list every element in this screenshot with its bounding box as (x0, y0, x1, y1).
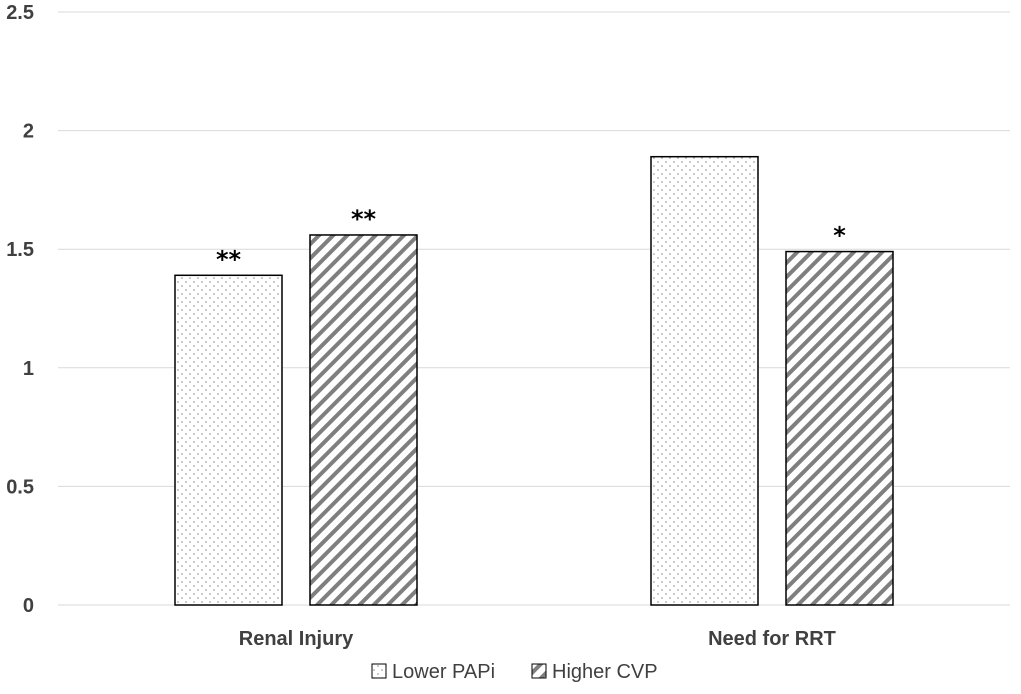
y-tick-label: 0.5 (6, 476, 34, 498)
y-axis-ticks: 0 0.5 1 1.5 2 2.5 (6, 2, 34, 617)
legend: Lower PAPi Higher CVP (371, 661, 658, 683)
x-category-label: Need for RRT (708, 628, 836, 650)
y-tick-label: 1.5 (6, 239, 34, 261)
y-tick-label: 0 (23, 595, 34, 617)
legend-swatch-dots (371, 663, 387, 679)
bar-dots-1 (650, 155, 759, 606)
bars (174, 155, 894, 606)
bar-dots-0 (174, 274, 283, 606)
legend-swatch-diagonal (531, 663, 547, 679)
x-category-label: Renal Injury (239, 628, 354, 650)
significance-marker: ** (216, 245, 242, 273)
y-tick-label: 1 (23, 358, 34, 380)
y-tick-label: 2 (23, 121, 34, 143)
legend-label: Higher CVP (552, 661, 658, 683)
y-tick-label: 2.5 (6, 2, 34, 24)
x-axis-labels: Renal Injury Need for RRT (239, 628, 836, 650)
significance-marker: ** (351, 205, 377, 233)
bar-diagonal-1 (785, 250, 894, 606)
significance-annotations: ***** (216, 205, 846, 273)
significance-marker: * (833, 222, 846, 250)
legend-label: Lower PAPi (392, 661, 495, 683)
bar-diagonal-0 (309, 234, 418, 606)
